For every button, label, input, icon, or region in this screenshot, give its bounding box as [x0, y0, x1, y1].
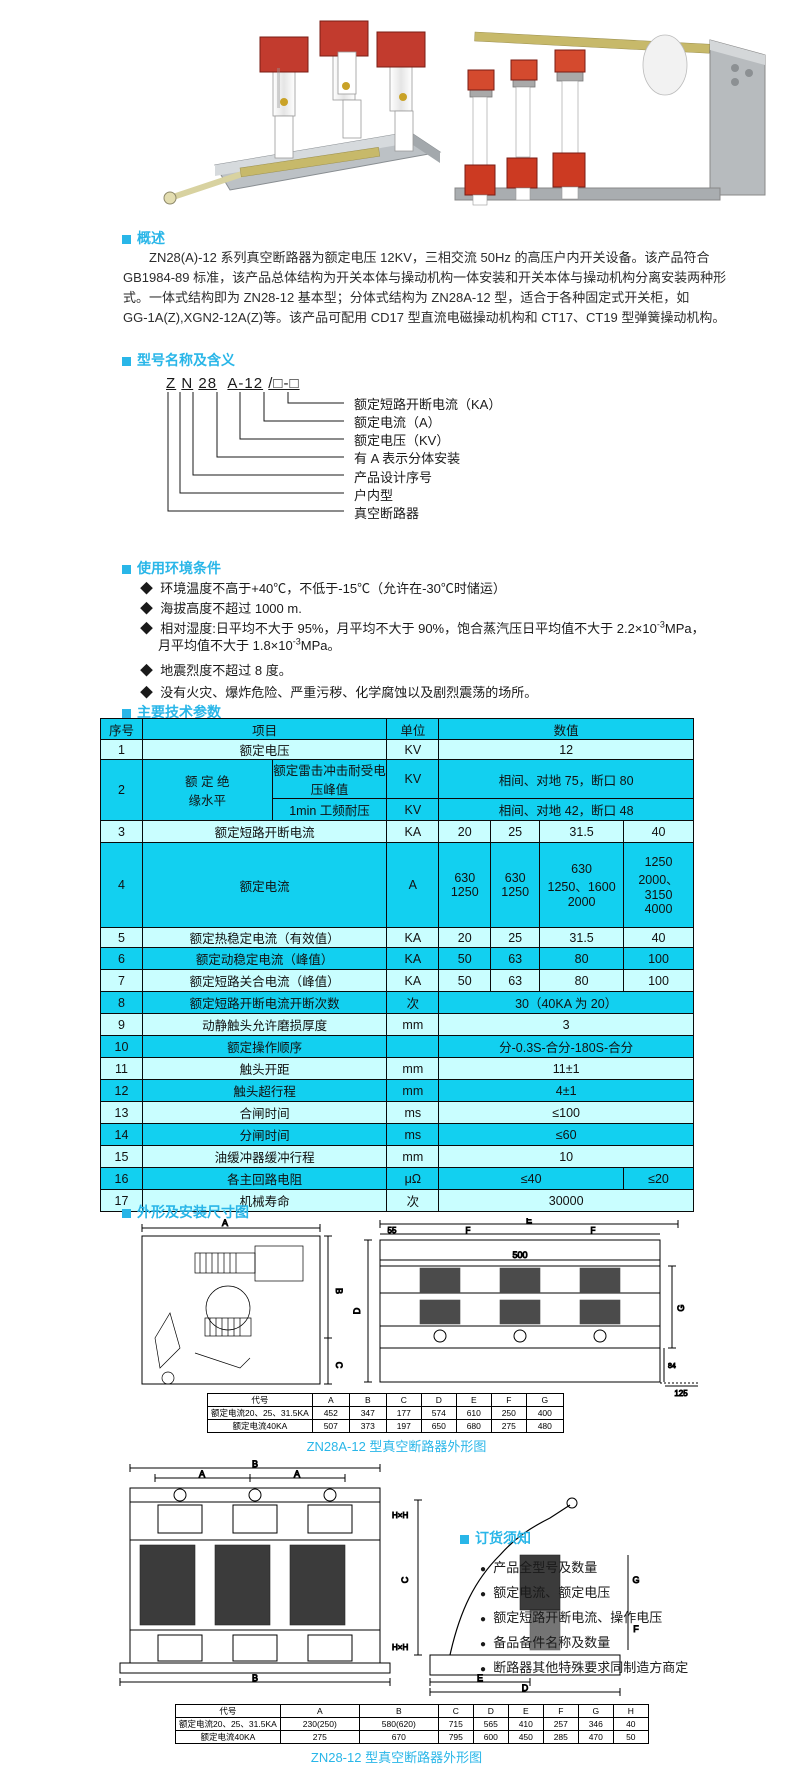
svg-text:84: 84 [668, 1363, 676, 1370]
svg-text:125: 125 [674, 1389, 688, 1398]
svg-text:A: A [199, 1469, 205, 1479]
svg-text:H×H: H×H [392, 1643, 408, 1652]
svg-text:F: F [466, 1226, 471, 1235]
svg-text:D: D [352, 1307, 362, 1314]
svg-text:B: B [334, 1288, 344, 1294]
svg-text:A: A [222, 1218, 228, 1228]
svg-text:F: F [591, 1226, 596, 1235]
svg-text:500: 500 [512, 1250, 527, 1260]
svg-text:H×H: H×H [392, 1511, 408, 1520]
svg-text:55: 55 [388, 1226, 397, 1235]
svg-text:B: B [252, 1460, 258, 1469]
svg-text:G: G [676, 1304, 686, 1311]
svg-text:B: B [252, 1673, 258, 1683]
svg-text:E: E [526, 1218, 532, 1225]
svg-text:C: C [334, 1362, 344, 1369]
svg-text:D: D [522, 1683, 529, 1693]
svg-text:C: C [400, 1576, 410, 1583]
svg-text:A: A [294, 1469, 300, 1479]
